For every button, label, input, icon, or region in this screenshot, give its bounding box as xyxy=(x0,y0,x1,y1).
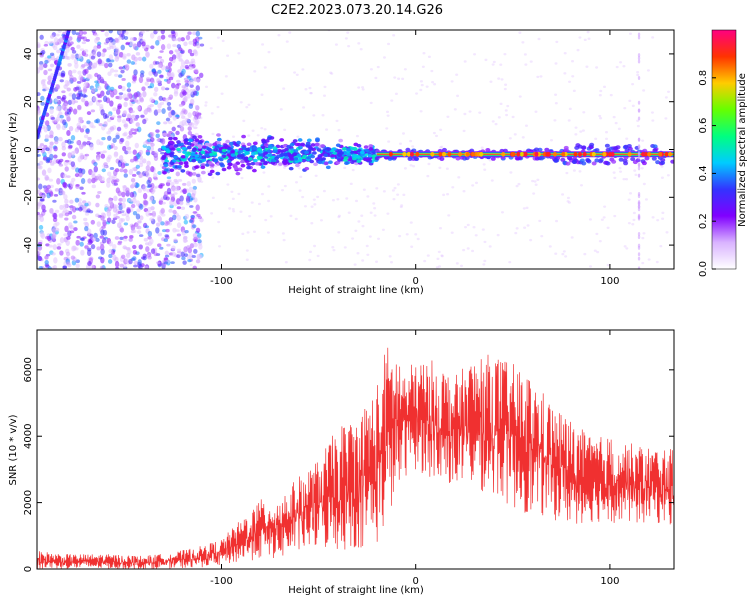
snr-x-axis-label: Height of straight line (km) xyxy=(288,585,424,596)
x-tick-label: -100 xyxy=(210,276,233,287)
y-tick-label: 2000 xyxy=(23,490,34,515)
colorbar-tick-label: 0.6 xyxy=(698,118,709,134)
snr-y-axis-label: SNR (10 * v/v) xyxy=(8,414,19,485)
spectrogram-cells xyxy=(37,30,674,269)
spectrogram-y-axis-label: Frequency (Hz) xyxy=(8,112,19,188)
x-tick-label: 100 xyxy=(600,276,619,287)
x-tick-label: -100 xyxy=(210,576,233,587)
x-tick-label: 0 xyxy=(413,576,419,587)
spectrogram-panel: -100 0 100 -40 -20 0 20 40 Height of straight l… xyxy=(8,29,675,296)
spectrogram-plot-area xyxy=(37,30,674,269)
y-tick-label: 0 xyxy=(23,566,34,572)
snr-series-line xyxy=(37,347,674,569)
spectrogram-x-axis-label: Height of straight line (km) xyxy=(288,285,424,296)
y-tick-label: 6000 xyxy=(23,357,34,382)
figure-title: C2E2.2023.073.20.14.G26 xyxy=(271,3,443,18)
colorbar-tick-label: 0.4 xyxy=(698,165,709,181)
colorbar-ticks: 0.0 0.2 0.4 0.6 0.8 xyxy=(698,70,716,277)
x-tick-label: 100 xyxy=(600,576,619,587)
colorbar-tick-label: 0.0 xyxy=(698,261,709,277)
y-tick-label: 20 xyxy=(23,95,34,108)
snr-plot-area xyxy=(37,347,674,569)
y-tick-label: -40 xyxy=(23,237,34,253)
spectrogram-ticks: -100 0 100 -40 -20 0 20 40 xyxy=(23,30,674,287)
y-tick-label: 40 xyxy=(23,48,34,61)
colorbar-gradient xyxy=(711,29,737,270)
colorbar-tick-label: 0.8 xyxy=(698,70,709,86)
y-tick-label: -20 xyxy=(23,189,34,205)
snr-frame xyxy=(36,329,675,570)
colorbar: 0.0 0.2 0.4 0.6 0.8 Normalized spectral ampl… xyxy=(698,29,748,277)
y-tick-label: 4000 xyxy=(23,423,34,448)
colorbar-tick-label: 0.2 xyxy=(698,213,709,229)
y-tick-label: 0 xyxy=(23,146,34,152)
x-tick-label: 0 xyxy=(413,276,419,287)
colorbar-label: Normalized spectral amplitude xyxy=(737,73,748,227)
